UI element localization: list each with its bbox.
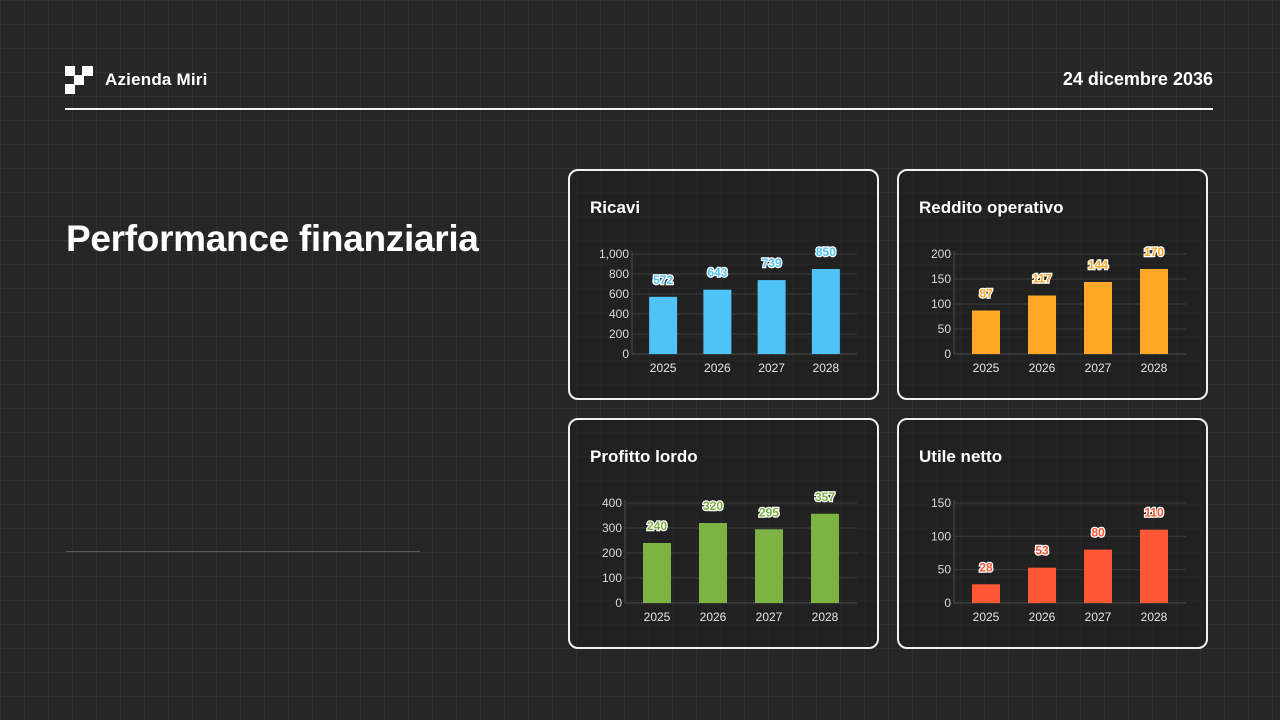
report-date: 24 dicembre 2036 [1062,69,1213,89]
x-tick-label: 2025 [973,610,1000,624]
page-title: Performance finanziaria [66,218,479,259]
data-label: 643 [707,266,727,280]
data-label: 144 [1088,258,1108,272]
bar [699,523,727,603]
x-tick-label: 2025 [650,361,677,375]
data-label: 80 [1091,526,1105,540]
bar [811,513,839,603]
bar [757,280,786,354]
bar [972,310,1000,354]
data-label: 110 [1144,506,1164,520]
y-tick-label: 0 [615,596,622,610]
x-tick-label: 2027 [756,610,783,624]
y-tick-label: 100 [602,571,622,585]
x-tick-label: 2028 [812,610,839,624]
bar [703,289,732,354]
x-tick-label: 2027 [758,361,785,375]
chart-title: Utile netto [919,447,1003,466]
x-tick-label: 2026 [700,610,727,624]
x-tick-label: 2026 [1029,610,1056,624]
chart-utile-netto: 0 50 100 150 28 2025 53 2026 80 2027 110 2028 [931,496,1186,624]
y-tick-label: 300 [602,521,622,535]
y-tick-label: 150 [931,272,951,286]
chart-title: Profitto lordo [590,447,698,466]
chart-ricavi: 0 200 400 600 800 1,000 572 2025 643 2026 739 2027 8… [599,244,857,375]
x-tick-label: 2027 [1085,610,1112,624]
x-tick-label: 2028 [1141,610,1168,624]
bar [972,584,1000,603]
y-tick-label: 150 [931,496,951,510]
data-label: 170 [1144,245,1164,259]
header: Azienda Miri 24 dicembre 2036 [65,66,1213,110]
y-tick-label: 50 [938,563,952,577]
data-label: 87 [979,287,993,301]
data-label: 295 [759,505,779,519]
data-label: 850 [816,245,836,259]
company-name: Azienda Miri [105,70,208,89]
y-tick-label: 100 [931,529,951,543]
x-tick-label: 2026 [1029,361,1056,375]
chart-card-reddito-operativo: Reddito operativo 0 50 100 150 200 87 2025 117 2… [897,169,1208,400]
bar [755,529,783,603]
chart-reddito-operativo: 0 50 100 150 200 87 2025 117 2026 144 2027 170 2028 [931,244,1186,375]
chart-card-utile-netto: Utile netto 0 50 100 150 28 2025 53 2026 80 2027 1… [897,418,1208,649]
data-label: 28 [979,560,993,574]
chart-card-ricavi: Ricavi 0 200 400 600 800 1,000 572 2025 643 2026 7… [568,169,879,400]
data-label: 240 [647,519,667,533]
data-label: 320 [703,499,723,513]
chart-card-profitto-lordo: Profitto lordo 0 100 200 300 400 240 2025 320 20… [568,418,879,649]
brand: Azienda Miri [65,66,208,94]
y-tick-label: 0 [622,347,629,361]
bar [1140,269,1168,354]
bar [1084,549,1112,603]
bar [1084,282,1112,354]
data-label: 357 [815,490,835,504]
y-tick-label: 50 [938,322,952,336]
chart-title: Reddito operativo [919,198,1064,217]
data-label: 53 [1035,544,1049,558]
bar [1028,295,1056,354]
bar [643,543,671,603]
bar [811,269,840,354]
y-tick-label: 0 [944,347,951,361]
y-tick-label: 200 [931,247,951,261]
x-tick-label: 2028 [813,361,840,375]
y-tick-label: 400 [609,307,629,321]
divider [66,551,420,552]
bar [649,296,678,354]
company-logo-icon [65,66,93,94]
bar [1028,567,1056,603]
y-tick-label: 200 [602,546,622,560]
data-label: 739 [762,256,782,270]
bar [1140,529,1168,603]
chart-title: Ricavi [590,198,641,217]
y-tick-label: 800 [609,267,629,281]
x-tick-label: 2027 [1085,361,1112,375]
y-tick-label: 1,000 [599,247,629,261]
y-tick-label: 600 [609,287,629,301]
y-tick-label: 0 [944,596,951,610]
data-label: 117 [1032,272,1052,286]
chart-profitto-lordo: 0 100 200 300 400 240 2025 320 2026 295 2027 357 202… [602,489,857,624]
x-tick-label: 2026 [704,361,731,375]
x-tick-label: 2025 [973,361,1000,375]
data-label: 572 [653,273,673,287]
x-tick-label: 2028 [1141,361,1168,375]
x-tick-label: 2025 [644,610,671,624]
y-tick-label: 400 [602,496,622,510]
y-tick-label: 100 [931,297,951,311]
y-tick-label: 200 [609,327,629,341]
